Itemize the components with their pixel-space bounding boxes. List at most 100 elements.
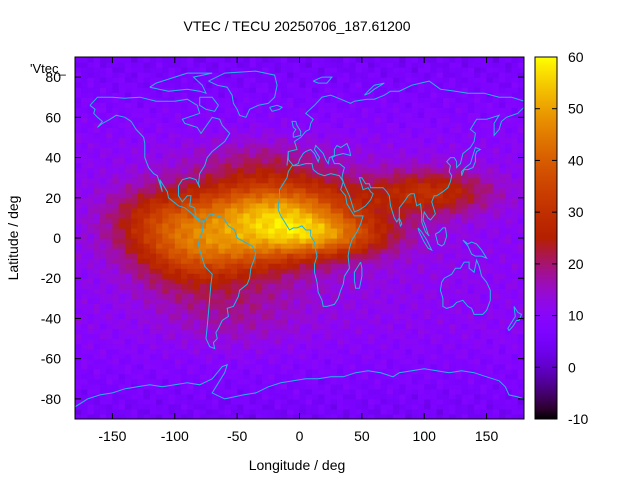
heatmap-cell-2951	[517, 212, 524, 219]
heatmap-cell-2498	[386, 243, 394, 249]
heatmap-cell-3373	[455, 182, 463, 189]
heatmap-cell-1945	[81, 278, 89, 284]
heatmap-cell-4164	[449, 127, 457, 134]
heatmap-cell-3375	[467, 182, 475, 189]
heatmap-cell-3761	[181, 152, 188, 159]
heatmap-cell-921	[430, 353, 438, 360]
heatmap-cell-1700	[349, 298, 357, 304]
heatmap-cell-1406	[311, 318, 319, 325]
heatmap-cell-100	[249, 408, 257, 415]
heatmap-cell-1975	[268, 278, 276, 284]
heatmap-cell-3122	[237, 197, 244, 204]
heatmap-cell-535	[268, 378, 276, 385]
heatmap-cell-2520	[75, 238, 82, 244]
heatmap-cell-723	[93, 363, 101, 370]
heatmap-cell-428	[499, 388, 506, 395]
heatmap-cell-974	[311, 348, 319, 355]
heatmap-cell-403	[343, 388, 350, 395]
heatmap-cell-1355	[442, 323, 450, 330]
heatmap-cell-4723	[343, 87, 350, 93]
heatmap-cell-438	[112, 383, 120, 390]
heatmap-cell-1404	[299, 318, 307, 325]
heatmap-cell-4040	[124, 132, 132, 139]
heatmap-cell-750	[262, 363, 269, 370]
heatmap-cell-3953	[480, 142, 488, 149]
heatmap-cell-233	[181, 398, 188, 405]
heatmap-cell-532	[249, 378, 257, 385]
heatmap-cell-4321	[81, 112, 89, 118]
heatmap-cell-1022	[162, 343, 170, 350]
heatmap-cell-219	[93, 398, 101, 405]
heatmap-cell-2324	[199, 253, 207, 259]
heatmap-cell-3566	[311, 167, 319, 174]
heatmap-cell-1249	[230, 328, 238, 335]
heatmap-cell-522	[187, 378, 195, 385]
heatmap-cell-193	[380, 403, 388, 410]
heatmap-cell-1067	[442, 343, 450, 350]
heatmap-cell-883	[193, 353, 201, 360]
heatmap-cell-3381	[505, 182, 513, 189]
heatmap-cell-2364	[449, 253, 457, 259]
heatmap-cell-3318	[112, 182, 120, 189]
heatmap-cell-3205	[305, 192, 313, 199]
heatmap-cell-3694	[212, 157, 220, 164]
heatmap-cell-3452	[499, 177, 506, 184]
heatmap-cell-676	[249, 368, 257, 375]
heatmap-cell-1783	[417, 293, 425, 299]
heatmap-cell-2531	[143, 238, 151, 244]
heatmap-cell-733	[156, 363, 163, 370]
heatmap-cell-4216	[324, 122, 332, 128]
heatmap-cell-2508	[449, 243, 457, 249]
heatmap-cell-3818	[87, 147, 95, 154]
heatmap-cell-3295	[417, 187, 425, 194]
heatmap-cell-2093	[106, 268, 114, 274]
heatmap-cell-4771	[193, 82, 201, 88]
heatmap-cell-2113	[230, 268, 238, 274]
heatmap-cell-133	[455, 408, 463, 415]
heatmap-cell-4428	[299, 107, 307, 113]
heatmap-cell-2916	[299, 212, 307, 219]
heatmap-cell-1471	[268, 313, 276, 320]
heatmap-cell-104	[274, 408, 282, 415]
heatmap-cell-2317	[156, 253, 163, 259]
heatmap-cell-2279	[368, 258, 375, 264]
heatmap-cell-3623	[218, 162, 226, 169]
heatmap-cell-3822	[112, 147, 120, 154]
heatmap-cell-2595	[93, 232, 101, 239]
heatmap-cell-2046	[262, 273, 269, 279]
heatmap-cell-2288	[424, 258, 432, 264]
heatmap-cell-4533	[505, 102, 513, 108]
heatmap-cell-2103	[168, 268, 176, 274]
heatmap-cell-981	[355, 348, 363, 355]
heatmap-cell-2809	[81, 217, 89, 224]
heatmap-cell-2840	[274, 217, 282, 224]
heatmap-cell-729	[131, 363, 138, 370]
heatmap-cell-1044	[299, 343, 307, 350]
heatmap-cell-1879	[118, 283, 126, 289]
heatmap-cell-2669	[106, 227, 114, 234]
heatmap-cell-1353	[430, 323, 438, 330]
heatmap-cell-4873	[380, 77, 388, 83]
heatmap-cell-3653	[405, 162, 413, 169]
heatmap-cell-1610	[237, 303, 244, 309]
heatmap-cell-915	[393, 353, 400, 360]
heatmap-cell-1416	[374, 318, 382, 325]
heatmap-cell-641	[480, 373, 488, 380]
heatmap-cell-33	[280, 413, 288, 419]
heatmap-cell-1650	[486, 303, 494, 309]
heatmap-cell-720	[75, 363, 82, 370]
heatmap-cell-3655	[417, 162, 425, 169]
heatmap-cell-3942	[411, 142, 419, 149]
heatmap-cell-2704	[324, 227, 332, 234]
heatmap-cell-4752	[75, 82, 82, 88]
heatmap-cell-4376	[424, 112, 432, 118]
heatmap-cell-1470	[262, 313, 269, 320]
heatmap-cell-2209	[380, 263, 388, 269]
heatmap-cell-3300	[449, 187, 457, 194]
heatmap-cell-4405	[156, 107, 163, 113]
heatmap-cell-4885	[455, 77, 463, 83]
heatmap-cell-103	[268, 408, 276, 415]
heatmap-cell-4475	[143, 102, 151, 108]
heatmap-cell-4839	[168, 77, 176, 83]
heatmap-cell-3587	[442, 167, 450, 174]
